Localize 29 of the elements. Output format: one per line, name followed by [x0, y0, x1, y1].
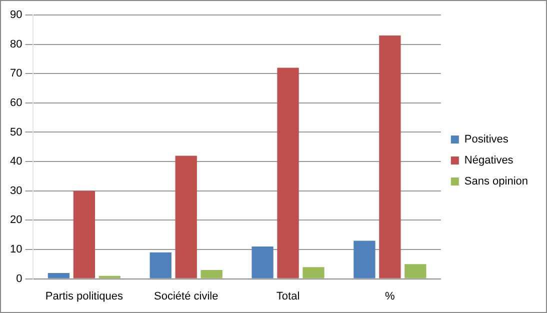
- bar: [150, 252, 172, 278]
- x-tick-label: Société civile: [154, 290, 218, 302]
- x-tick-label: Total: [276, 290, 300, 302]
- y-tick-label: 90: [10, 9, 22, 22]
- bar: [200, 270, 222, 278]
- y-tick-label: 50: [10, 126, 22, 138]
- bar: [404, 264, 426, 278]
- bar: [354, 240, 376, 278]
- bar: [48, 272, 70, 278]
- legend-label: Sans opinion: [464, 176, 528, 188]
- y-tick-label: 0: [16, 272, 22, 285]
- y-tick-label: 70: [10, 68, 22, 80]
- y-tick-label: 40: [10, 156, 22, 168]
- y-tick-label: 20: [10, 214, 22, 226]
- y-tick-label: 30: [10, 184, 22, 197]
- bar: [302, 267, 324, 278]
- legend-label: Positives: [464, 134, 509, 146]
- legend-label: Négatives: [464, 154, 514, 167]
- bar: [252, 246, 274, 278]
- x-tick-label: Partis politiques: [45, 290, 124, 302]
- bar: [73, 190, 96, 278]
- y-tick-label: 10: [10, 244, 22, 256]
- bar: [98, 276, 120, 278]
- y-tick-label: 80: [10, 38, 22, 50]
- x-tick-label: %: [385, 290, 396, 302]
- bar: [277, 68, 299, 278]
- bar: [379, 36, 401, 278]
- y-tick-label: 60: [10, 96, 22, 109]
- bar: [175, 156, 197, 278]
